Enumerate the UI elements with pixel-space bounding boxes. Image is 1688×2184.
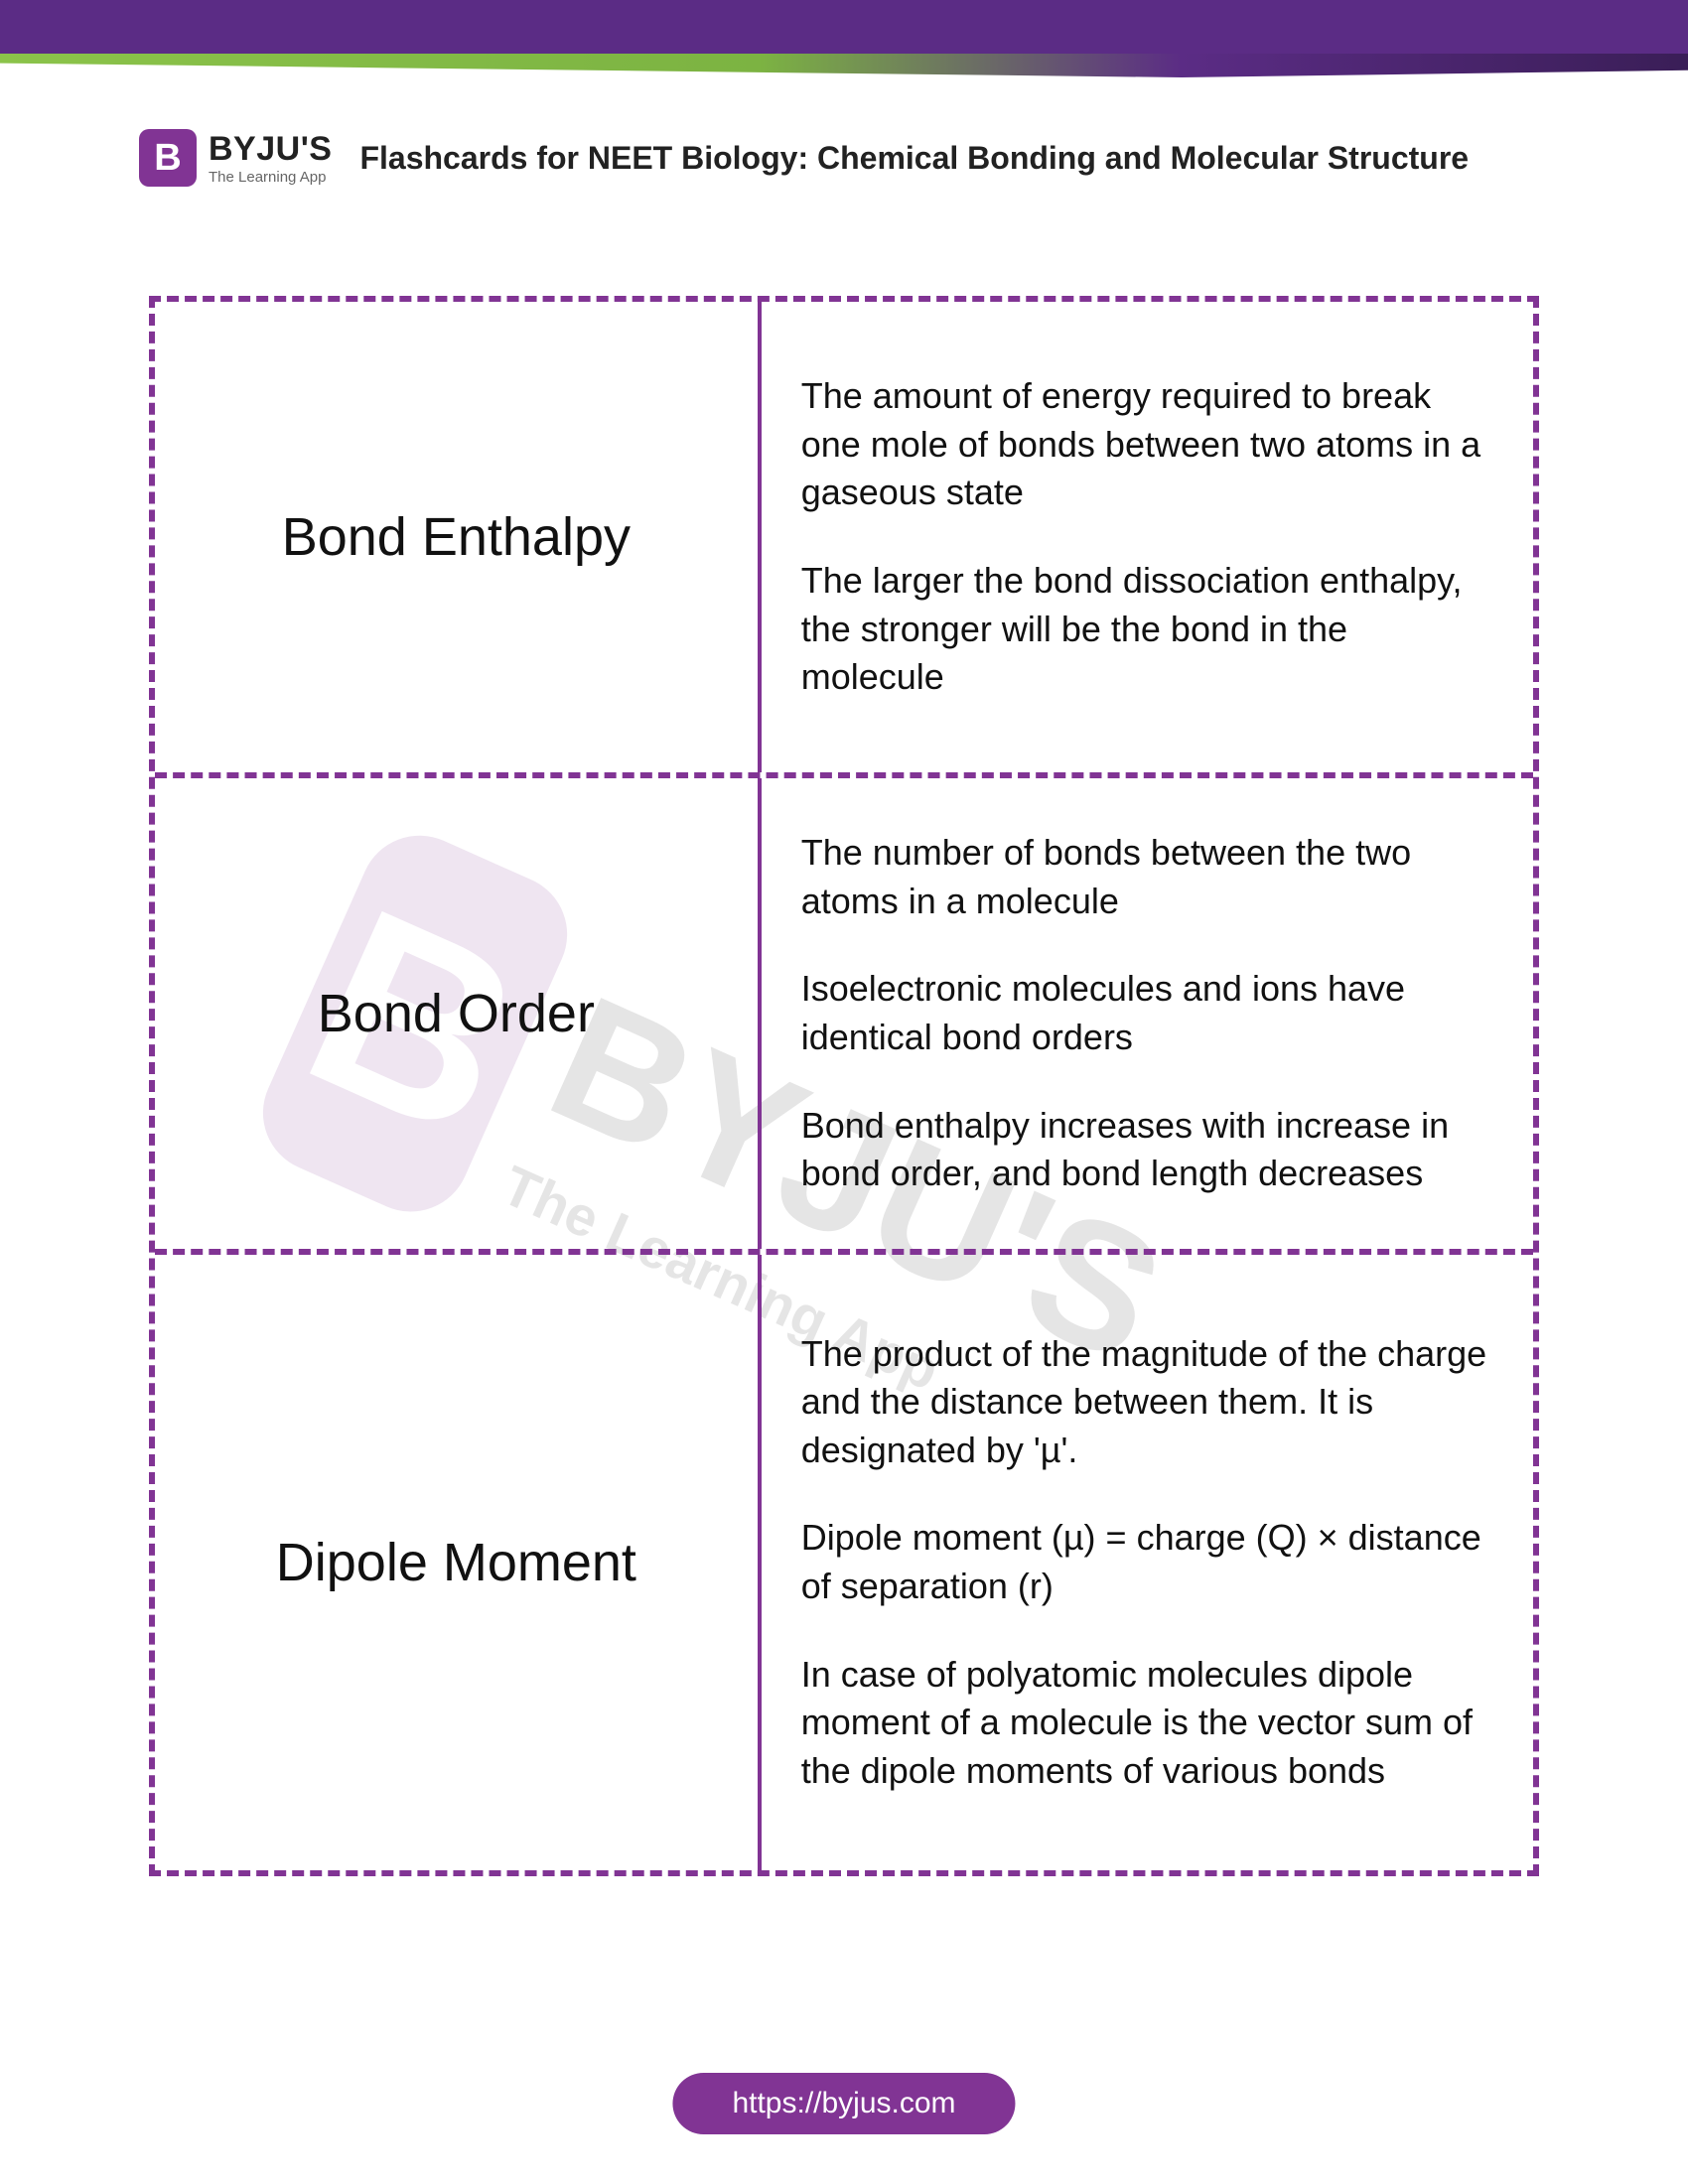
definition-text: The number of bonds between the two atom… xyxy=(801,829,1493,925)
definition-text: In case of polyatomic molecules dipole m… xyxy=(801,1651,1493,1796)
flashcard-row: Dipole Moment The product of the magnitu… xyxy=(155,1255,1533,1870)
brand-name: BYJU'S xyxy=(209,132,332,166)
term-cell: Bond Enthalpy xyxy=(155,302,762,772)
definition-cell: The amount of energy required to break o… xyxy=(762,302,1533,772)
flashcard-row: Bond Order The number of bonds between t… xyxy=(155,778,1533,1255)
definition-text: Bond enthalpy increases with increase in… xyxy=(801,1102,1493,1198)
flashcard-table: Bond Enthalpy The amount of energy requi… xyxy=(149,296,1539,1876)
term-cell: Bond Order xyxy=(155,778,762,1249)
definition-cell: The number of bonds between the two atom… xyxy=(762,778,1533,1249)
page-title: Flashcards for NEET Biology: Chemical Bo… xyxy=(359,140,1569,177)
definition-text: The larger the bond dissociation enthalp… xyxy=(801,557,1493,702)
definition-cell: The product of the magnitude of the char… xyxy=(762,1255,1533,1870)
footer-url-pill: https://byjus.com xyxy=(672,2073,1015,2134)
definition-text: Dipole moment (µ) = charge (Q) × distanc… xyxy=(801,1514,1493,1610)
brand-logo: B BYJU'S The Learning App xyxy=(139,129,332,187)
header: B BYJU'S The Learning App Flashcards for… xyxy=(0,60,1688,216)
flashcard-row: Bond Enthalpy The amount of energy requi… xyxy=(155,302,1533,778)
definition-text: Isoelectronic molecules and ions have id… xyxy=(801,965,1493,1061)
definition-text: The amount of energy required to break o… xyxy=(801,372,1493,517)
brand-tagline: The Learning App xyxy=(209,170,332,185)
definition-text: The product of the magnitude of the char… xyxy=(801,1330,1493,1475)
top-color-band xyxy=(0,0,1688,60)
term-cell: Dipole Moment xyxy=(155,1255,762,1870)
logo-badge-icon: B xyxy=(139,129,197,187)
logo-text: BYJU'S The Learning App xyxy=(209,132,332,185)
